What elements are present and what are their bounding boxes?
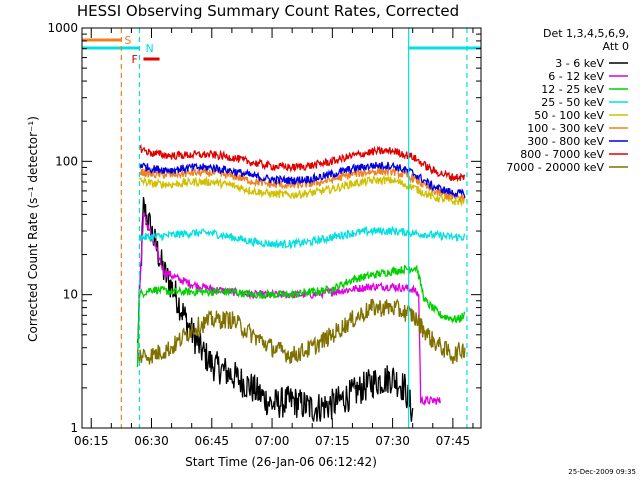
x-axis-label: Start Time (26-Jan-06 06:12:42) (185, 455, 377, 469)
chart-title: HESSI Observing Summary Count Rates, Cor… (77, 2, 459, 20)
x-tick-label-2: 06:45 (194, 434, 229, 448)
legend-label-1: 6 - 12 keV (548, 70, 604, 83)
flag-label-n: N (145, 42, 153, 55)
series-line-6 (139, 161, 466, 200)
series-line-0 (136, 197, 414, 422)
y-axis-label: Corrected Count Rate (s⁻¹ detector⁻¹) (26, 116, 40, 342)
series-line-5 (138, 166, 466, 203)
legend-label-2: 12 - 25 keV (541, 83, 604, 96)
y-tick-label-3: 1000 (47, 21, 78, 35)
x-tick-label-1: 06:30 (134, 434, 169, 448)
legend-header-line1: Det 1,3,4,5,6,9, (543, 27, 629, 40)
axes: 1 10 100 1000 06:15 06:30 06:45 07:00 07:15 07:30… (47, 21, 482, 448)
legend-header-line2: Att 0 (603, 40, 629, 53)
legend-label-4: 50 - 100 keV (534, 109, 604, 122)
x-tick-label-6: 07:45 (436, 434, 471, 448)
legend-label-0: 3 - 6 keV (555, 57, 604, 70)
legend-label-5: 100 - 300 keV (527, 122, 604, 135)
series-line-7 (139, 143, 466, 183)
status-flags: S NF (82, 34, 481, 66)
legend-label-7: 800 - 7000 keV (520, 148, 604, 161)
series-line-8 (136, 298, 466, 365)
x-tick-label-0: 06:15 (74, 434, 109, 448)
y-tick-label-2: 100 (55, 154, 78, 168)
legend-label-6: 300 - 800 keV (527, 135, 604, 148)
x-tick-label-3: 07:00 (255, 434, 290, 448)
vertical-markers (120, 28, 468, 428)
y-tick-label-0: 1 (70, 421, 78, 435)
plot-frame (81, 27, 482, 429)
series-group (136, 143, 466, 422)
series-line-3 (138, 225, 466, 250)
series-line-2 (136, 264, 466, 368)
series-line-4 (138, 174, 466, 207)
legend-label-8: 7000 - 20000 keV (506, 161, 604, 174)
legend-label-3: 25 - 50 keV (541, 96, 604, 109)
x-tick-label-4: 07:15 (315, 434, 350, 448)
flag-label-f: F (131, 53, 137, 66)
x-tick-label-5: 07:30 (375, 434, 410, 448)
y-tick-label-1: 10 (63, 288, 78, 302)
date-stamp: 25-Dec-2009 09:35 (568, 468, 636, 476)
flag-label-s: S (124, 34, 131, 47)
